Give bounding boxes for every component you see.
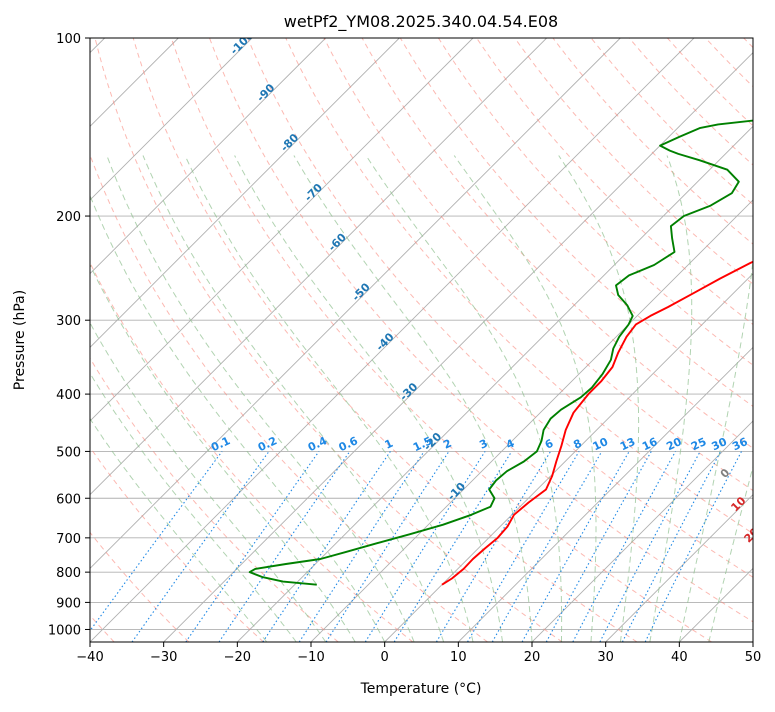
y-tick-label: 300 <box>56 314 81 329</box>
x-tick-label: 0 <box>381 650 389 665</box>
y-tick-label: 200 <box>56 210 81 225</box>
x-tick-label: 10 <box>450 650 467 665</box>
x-tick-label: −40 <box>76 650 103 665</box>
y-axis-label: Pressure (hPa) <box>12 290 28 390</box>
x-axis-label: Temperature (°C) <box>360 681 482 697</box>
y-tick-label: 100 <box>56 32 81 47</box>
chart-title: wetPf2_YM08.2025.340.04.54.E08 <box>284 12 558 32</box>
x-tick-label: −20 <box>224 650 251 665</box>
x-tick-label: 40 <box>671 650 688 665</box>
x-tick-label: 50 <box>745 650 762 665</box>
y-tick-label: 700 <box>56 532 81 547</box>
y-tick-label: 1000 <box>48 623 81 638</box>
y-tick-label: 900 <box>56 596 81 611</box>
y-tick-label: 400 <box>56 388 81 403</box>
y-tick-label: 600 <box>56 492 81 507</box>
x-tick-label: 20 <box>524 650 541 665</box>
x-tick-label: −10 <box>297 650 324 665</box>
x-tick-label: 30 <box>597 650 614 665</box>
x-tick-label: −30 <box>150 650 177 665</box>
y-tick-label: 800 <box>56 566 81 581</box>
y-tick-label: 500 <box>56 445 81 460</box>
